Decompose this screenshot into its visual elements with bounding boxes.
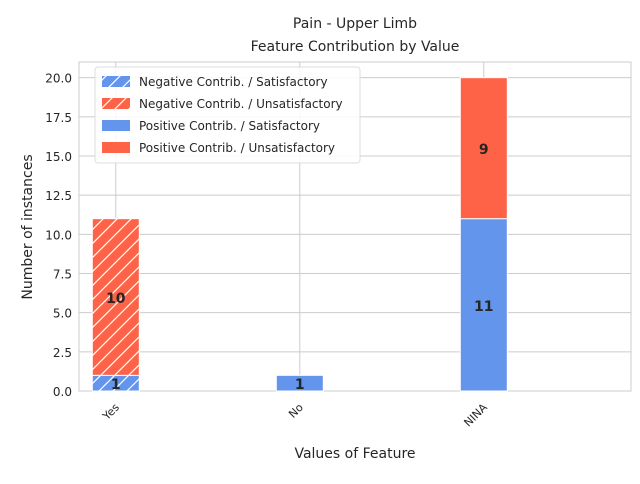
legend-swatch-hatch — [102, 76, 130, 87]
legend-entry: Positive Contrib. / Unsatisfactory — [139, 141, 335, 155]
bar — [275, 374, 324, 392]
data-label: 9 — [479, 142, 489, 158]
legend-swatch — [102, 120, 130, 131]
bar — [459, 218, 508, 392]
chart-title-line2: Feature Contribution by Value — [251, 39, 460, 55]
y-tick-label: 12.5 — [45, 189, 72, 203]
legend-entry: Negative Contrib. / Satisfactory — [139, 75, 328, 89]
y-tick-label: 17.5 — [45, 111, 72, 125]
x-tick-label: Yes — [99, 401, 122, 424]
bar-hatch — [92, 218, 140, 376]
y-tick-label: 10.0 — [45, 228, 72, 242]
y-tick-label: 5.0 — [53, 307, 72, 321]
legend-swatch — [102, 142, 130, 153]
y-tick-label: 2.5 — [53, 346, 72, 360]
data-label: 11 — [474, 299, 493, 315]
chart-title-line1: Pain - Upper Limb — [293, 16, 417, 32]
bar-hatch — [92, 375, 140, 391]
x-axis-label: Values of Feature — [294, 446, 415, 462]
y-tick-label: 15.0 — [45, 150, 72, 164]
y-axis-label: Number of instances — [20, 154, 36, 299]
bars — [91, 77, 508, 392]
data-label: 1 — [295, 377, 305, 393]
y-tick-label: 7.5 — [53, 268, 72, 282]
legend-entry: Negative Contrib. / Unsatisfactory — [139, 97, 343, 111]
x-tick-label: NINA — [461, 401, 490, 430]
legend-swatch-hatch — [102, 98, 130, 109]
y-tick-label: 0.0 — [53, 385, 72, 399]
bar — [459, 77, 508, 220]
data-label: 1 — [111, 377, 121, 393]
legend-box — [94, 66, 361, 164]
x-tick-label: No — [286, 401, 306, 421]
legend: Negative Contrib. / Satisfactory Negative… — [94, 66, 361, 164]
legend-entry: Positive Contrib. / Satisfactory — [139, 119, 320, 133]
data-label: 10 — [106, 291, 126, 307]
y-tick-label: 20.0 — [45, 72, 72, 86]
